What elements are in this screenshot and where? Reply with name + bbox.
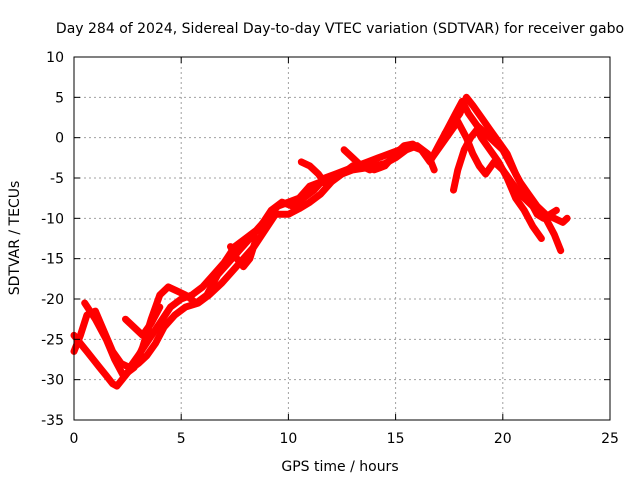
- series-line-track-3: [81, 118, 565, 380]
- x-tick-label: 10: [279, 431, 297, 447]
- y-tick-label: -20: [41, 292, 64, 308]
- series-line-track-5: [450, 126, 545, 242]
- y-tick-label: -10: [41, 211, 64, 227]
- x-tick-label: 0: [70, 431, 79, 447]
- x-axis-label: GPS time / hours: [281, 459, 398, 475]
- x-tick-label: 20: [494, 431, 512, 447]
- series-line-track-9: [340, 146, 374, 174]
- series-line-track-6: [122, 303, 164, 339]
- y-tick-label: -5: [50, 171, 64, 187]
- series-line-track-4: [441, 93, 560, 222]
- x-tick-label: 25: [601, 431, 619, 447]
- y-tick-label: -30: [41, 373, 64, 389]
- y-tick-label: -25: [41, 332, 64, 348]
- y-tick-label: -35: [41, 413, 64, 429]
- series-line-track-8: [297, 158, 331, 190]
- x-tick-label: 5: [177, 431, 186, 447]
- y-tick-label: -15: [41, 252, 64, 268]
- series-line-track-7: [227, 235, 260, 271]
- data-series: [70, 93, 571, 390]
- plot-frame: [73, 56, 611, 421]
- y-tick-label: 5: [55, 90, 64, 106]
- y-axis-label: SDTVAR / TECUs: [7, 181, 23, 296]
- chart-title: Day 284 of 2024, Sidereal Day-to-day VTE…: [56, 21, 624, 37]
- axis-ticks: 0 5 10 15 20 25 10 5 0 -5 -10 -15 -20 -25 -30 -35: [41, 50, 619, 447]
- x-tick-label: 15: [387, 431, 405, 447]
- y-tick-label: 0: [55, 131, 64, 147]
- y-tick-label: 10: [46, 50, 64, 66]
